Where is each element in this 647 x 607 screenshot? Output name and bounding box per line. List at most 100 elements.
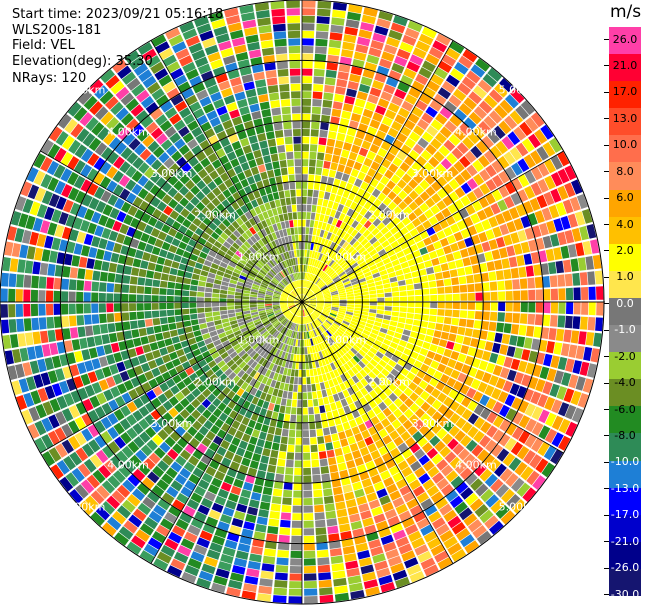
- radar-gate: [408, 530, 422, 543]
- radar-gate: [278, 190, 285, 199]
- radar-gate: [289, 182, 296, 190]
- radar-gate: [83, 292, 91, 302]
- radar-gate: [276, 332, 282, 340]
- radar-gate: [266, 433, 274, 442]
- radar-gate: [311, 121, 320, 130]
- radar-gate: [585, 256, 594, 270]
- radar-gate: [555, 202, 567, 217]
- radar-gate: [376, 261, 384, 268]
- radar-gate: [340, 398, 348, 407]
- radar-gate: [515, 142, 529, 157]
- radar-gate: [231, 420, 241, 430]
- radar-gate: [392, 302, 400, 307]
- radar-gate: [517, 158, 530, 172]
- colorbar-tick-label: 26.0: [612, 32, 638, 46]
- radar-gate: [352, 283, 360, 288]
- radar-gate: [310, 136, 319, 145]
- radar-gate: [152, 279, 161, 287]
- radar-gate: [582, 378, 594, 393]
- radar-gate: [464, 355, 474, 366]
- radar-gate: [428, 315, 437, 323]
- radar-gate: [69, 315, 77, 327]
- radar-gate: [243, 521, 255, 531]
- radar-gate: [435, 323, 444, 331]
- radar-gate: [311, 205, 317, 213]
- radar-gate: [386, 180, 396, 190]
- colorbar-tick-label: -4.0: [614, 376, 636, 390]
- radar-gate: [99, 313, 107, 324]
- radar-gate: [454, 501, 468, 515]
- radar-gate: [408, 337, 417, 345]
- radar-gate: [356, 188, 366, 197]
- radar-gate: [318, 443, 326, 452]
- radar-gate: [309, 258, 314, 266]
- range-ring-label: 4.00km: [107, 459, 149, 472]
- radar-gate: [485, 192, 496, 205]
- radar-gate: [297, 219, 302, 227]
- radar-gate: [314, 236, 319, 244]
- radar-gate: [333, 93, 345, 103]
- radar-gate: [445, 294, 453, 301]
- radar-gate: [316, 318, 322, 325]
- radar-gate: [466, 164, 478, 177]
- radar-gate: [353, 51, 367, 61]
- radar-gate: [360, 250, 369, 258]
- radar-gate: [201, 472, 213, 484]
- radar-gate: [167, 316, 176, 324]
- radar-gate: [430, 119, 443, 131]
- radar-gate: [219, 306, 227, 311]
- radar-gate: [247, 419, 256, 429]
- radar-gate: [234, 430, 244, 440]
- radar-gate: [342, 278, 350, 284]
- colorbar-tick-label: 13.0: [612, 111, 638, 125]
- radar-gate: [364, 384, 373, 393]
- radar-gate: [353, 310, 362, 314]
- radar-gate: [384, 169, 394, 180]
- radar-gate: [311, 106, 321, 115]
- radar-gate: [261, 359, 268, 367]
- radar-gate: [159, 347, 169, 356]
- radar-gate: [332, 377, 339, 386]
- radar-gate: [257, 593, 272, 602]
- radar-gate: [486, 261, 496, 272]
- radar-gate: [405, 318, 414, 325]
- radar-gate: [586, 224, 597, 239]
- radar-gate: [400, 241, 409, 250]
- radar-gate: [199, 530, 213, 542]
- radar-gate: [399, 485, 412, 496]
- radar-gate: [174, 302, 182, 309]
- radar-gate: [131, 329, 140, 338]
- radar-gate: [345, 313, 353, 318]
- radar-gate: [252, 538, 265, 548]
- radar-gate: [326, 364, 333, 372]
- radar-gate: [273, 404, 280, 413]
- radar-gate: [137, 319, 146, 328]
- radar-gate: [479, 330, 488, 340]
- radar-gate: [98, 303, 106, 313]
- radar-gate: [383, 84, 396, 95]
- radar-gate: [280, 326, 286, 334]
- radar-gate: [335, 140, 344, 149]
- radar-gate: [265, 393, 272, 402]
- radar-gate: [414, 386, 424, 396]
- radar-gate: [206, 549, 221, 560]
- radar-gate: [288, 361, 293, 369]
- radar-gate: [350, 262, 359, 269]
- radar-gate: [243, 583, 258, 593]
- radar-gate: [34, 247, 44, 261]
- radar-gate: [329, 426, 337, 435]
- radar-gate: [129, 276, 138, 285]
- radar-gate: [393, 454, 405, 465]
- radar-gate: [443, 139, 456, 152]
- radar-gate: [294, 323, 298, 331]
- radar-gate: [397, 460, 409, 471]
- radar-gate: [344, 452, 354, 462]
- radar-gate: [244, 410, 253, 419]
- radar-gate: [381, 116, 393, 127]
- radar-gate: [351, 409, 360, 419]
- radar-gate: [358, 147, 369, 157]
- radar-gate: [443, 408, 455, 420]
- radar-gate: [366, 245, 375, 253]
- radar-gate: [291, 535, 302, 543]
- radar-gate: [192, 324, 200, 332]
